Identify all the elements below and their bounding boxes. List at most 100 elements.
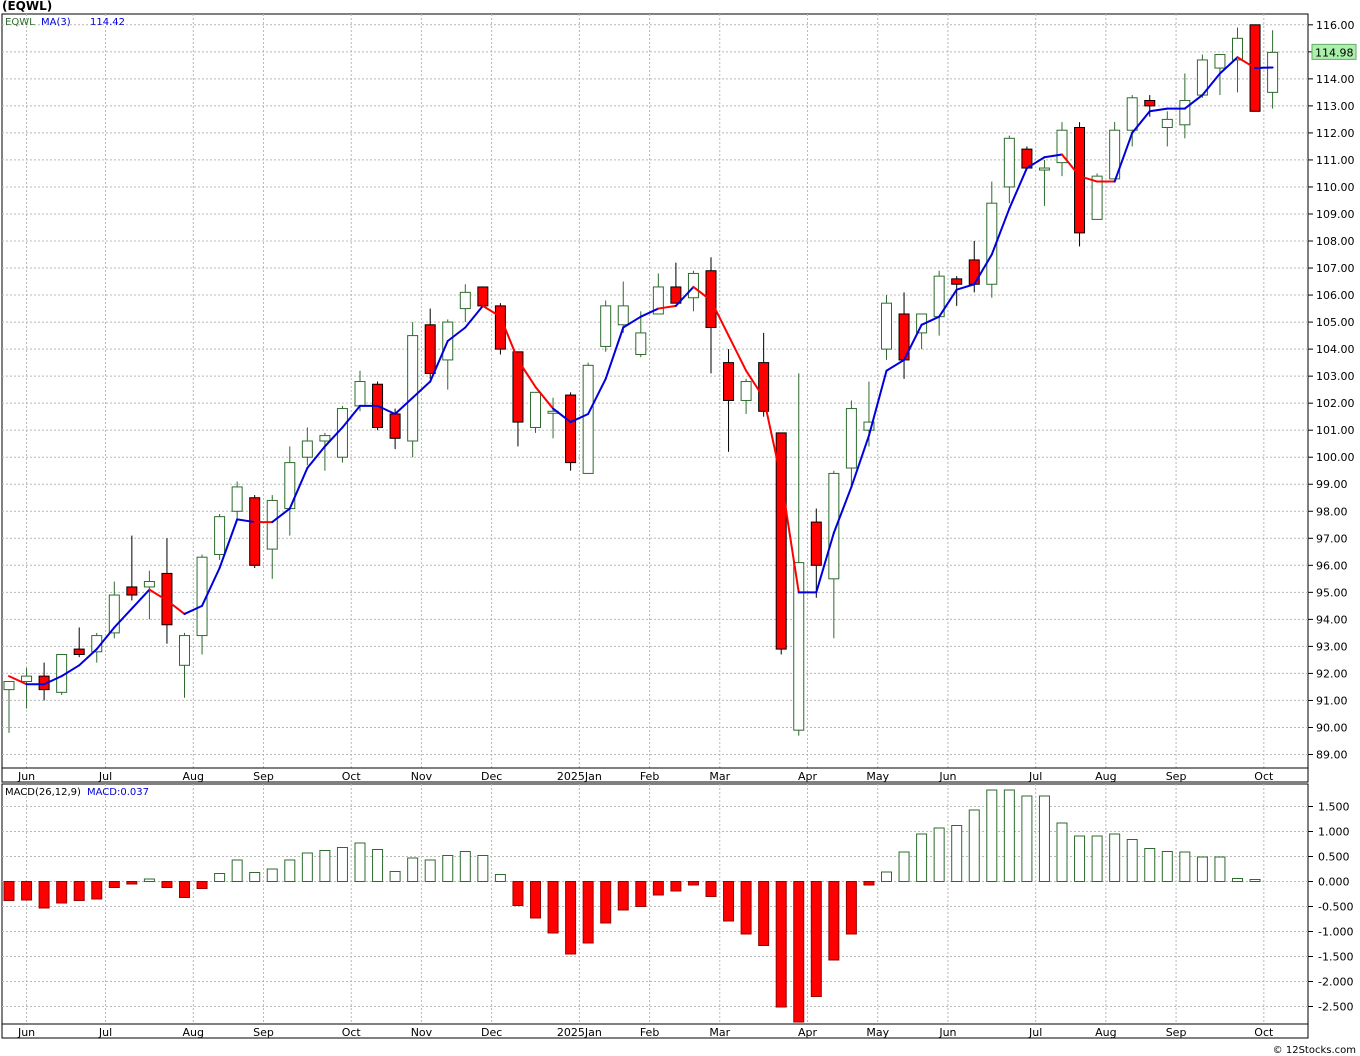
ma-line-segment — [1043, 153, 1063, 159]
macd-bar — [1021, 795, 1033, 882]
candle-body — [810, 521, 822, 566]
macd-bar — [1161, 851, 1173, 882]
ma-line-segment — [376, 404, 397, 415]
price-tick-label: 106.00 — [1316, 289, 1355, 302]
candle-body — [336, 408, 348, 458]
candle-body — [582, 364, 594, 474]
price-month-label: Feb — [640, 770, 659, 783]
ma-line-segment — [429, 340, 449, 383]
macd-bar — [459, 851, 471, 882]
candle-body — [793, 562, 805, 731]
price-tick-label: 101.00 — [1316, 424, 1355, 437]
macd-bar — [143, 878, 155, 882]
macd-bar — [266, 868, 278, 882]
macd-bar — [1126, 839, 1138, 882]
macd-bar — [1249, 879, 1261, 882]
candle-body — [459, 291, 471, 310]
macd-bar — [21, 881, 33, 901]
ma-line-segment — [674, 285, 695, 307]
macd-bar — [986, 789, 998, 882]
macd-bar — [1003, 789, 1015, 882]
macd-bar — [863, 881, 875, 886]
price-tick-label: 109.00 — [1316, 208, 1355, 221]
ma-line-segment — [130, 588, 151, 610]
macd-bar — [372, 849, 384, 882]
credit-text: © 12Stocks.com — [1272, 1045, 1356, 1056]
candle-body — [530, 391, 541, 428]
ma-line-segment — [973, 253, 993, 286]
macd-bar — [407, 857, 419, 882]
ma-line-segment — [1131, 110, 1151, 134]
ma-line-segment — [306, 445, 326, 470]
ma-line-segment — [727, 334, 748, 372]
ma-line-segment — [183, 604, 204, 615]
candle-body — [565, 394, 577, 464]
macd-bar — [214, 873, 226, 882]
macd-tick-label: -0.500 — [1318, 901, 1353, 914]
ma-line-segment — [516, 358, 537, 388]
macd-bar — [161, 881, 173, 888]
legend-symbol: EQWL — [5, 17, 35, 28]
ma-line-segment — [657, 304, 677, 310]
price-panel-frame — [1, 13, 1309, 769]
ma-line-segment — [639, 307, 660, 318]
ma-line-segment — [587, 377, 607, 415]
candle-body — [1091, 175, 1103, 220]
macd-month-label: Dec — [481, 1026, 502, 1039]
macd-bar — [635, 881, 647, 907]
macd-bar — [1214, 856, 1226, 882]
candle-body — [968, 259, 980, 285]
candle-body — [1179, 99, 1191, 126]
macd-bar — [1179, 851, 1191, 882]
candle-body — [652, 286, 664, 315]
candle-body — [319, 435, 331, 442]
price-tick-label: 103.00 — [1316, 370, 1355, 383]
legend-ma-label: MA(3) — [41, 17, 71, 28]
macd-bar — [740, 881, 752, 935]
ma-line-segment — [955, 283, 976, 291]
macd-month-label: 2025Jan — [557, 1026, 602, 1039]
macd-month-label: Aug — [183, 1026, 204, 1039]
ma-line-segment — [710, 299, 730, 337]
macd-bar — [231, 859, 243, 882]
candle-body — [1161, 118, 1173, 129]
macd-bar — [582, 881, 594, 944]
macd-bar — [108, 881, 120, 888]
macd-bar — [793, 881, 805, 1023]
macd-bar — [1232, 878, 1243, 882]
price-xaxis-strip — [1, 767, 1309, 783]
candle-body — [73, 648, 85, 655]
candle-body — [828, 472, 840, 580]
ma-line-segment — [534, 385, 555, 410]
macd-bar — [705, 881, 717, 897]
price-month-label: Jun — [938, 770, 956, 783]
price-month-label: Nov — [411, 770, 433, 783]
macd-bar — [723, 881, 735, 922]
macd-bar — [56, 881, 68, 904]
candle-body — [635, 332, 647, 356]
price-tick-label: 105.00 — [1316, 316, 1355, 329]
macd-bar — [442, 855, 454, 882]
macd-bar — [881, 871, 892, 882]
macd-bar — [1038, 795, 1050, 882]
macd-bar — [1109, 833, 1121, 882]
candle-body — [1003, 137, 1015, 188]
macd-legend-value: MACD:0.037 — [87, 787, 149, 798]
candle-body — [21, 675, 33, 683]
macd-tick-label: -1.500 — [1318, 951, 1353, 964]
ma-line-segment — [569, 412, 590, 424]
macd-month-label: Aug — [1095, 1026, 1116, 1039]
ma-line-segment — [323, 426, 344, 448]
candle-body — [301, 440, 313, 458]
candle-body — [1038, 167, 1050, 171]
macd-bar — [1074, 835, 1086, 882]
macd-month-label: May — [866, 1026, 889, 1039]
ma-line-segment — [341, 404, 361, 429]
candle-body — [863, 421, 875, 431]
price-month-label: Jun — [17, 770, 35, 783]
ma-line-segment — [1113, 131, 1134, 183]
ma-line-segment — [148, 588, 168, 602]
macd-xaxis-strip — [1, 1023, 1309, 1039]
ma-line-segment — [446, 326, 467, 343]
macd-bar — [512, 881, 524, 906]
